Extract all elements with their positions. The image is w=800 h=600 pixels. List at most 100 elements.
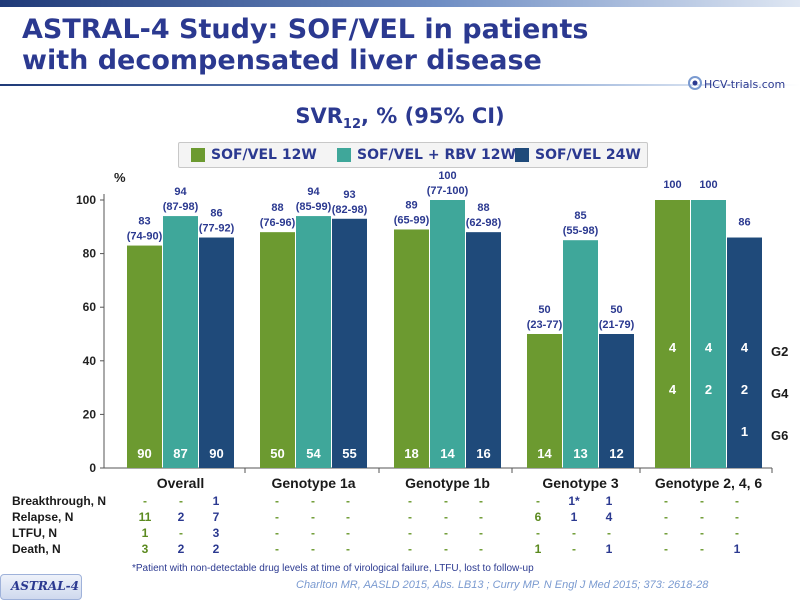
genotype-row-label: G6: [771, 428, 788, 443]
bar-n-label: 14: [440, 446, 455, 461]
bar-ci-label: (74-90): [127, 231, 163, 243]
footnote: *Patient with non-detectable drug levels…: [132, 563, 534, 574]
bar: [466, 232, 501, 468]
genotype-count-label: 4: [669, 382, 677, 397]
outcome-cell: 11: [139, 510, 152, 524]
bar-n-label: 12: [609, 446, 623, 461]
bar-n-label: 50: [270, 446, 284, 461]
bar: [199, 237, 234, 468]
category-label: Genotype 1a: [271, 475, 355, 491]
legend-item-sof-vel-12w: SOF/VEL 12W: [191, 146, 317, 164]
bar-value-label: 83: [138, 216, 150, 228]
outcome-cell: -: [346, 526, 350, 540]
outcome-cell: 1*: [568, 494, 580, 508]
bar-value-label: 86: [738, 217, 750, 229]
outcome-cell: 1: [142, 526, 149, 540]
outcome-cell: -: [444, 510, 448, 524]
outcome-cell: -: [275, 526, 279, 540]
chart-title-subscript: 12: [342, 117, 361, 133]
bar-value-label: 94: [174, 186, 187, 198]
bar-n-label: 18: [404, 446, 418, 461]
legend-label: SOF/VEL 12W: [211, 147, 317, 163]
category-label: Genotype 1b: [405, 475, 490, 491]
category-label: Genotype 3: [542, 475, 618, 491]
title-line-2: with decompensated liver disease: [22, 45, 542, 76]
bar-n-label: 87: [173, 446, 187, 461]
outcome-cell: 3: [142, 542, 149, 556]
legend-swatch: [191, 148, 205, 162]
outcome-cell: -: [408, 510, 412, 524]
bar: [655, 200, 690, 468]
bar-value-label: 88: [271, 202, 283, 214]
bar-ci-label: (82-98): [332, 204, 368, 216]
genotype-row-label: G4: [771, 386, 789, 401]
legend-item-sof-vel-rbv-12w: SOF/VEL + RBV 12W: [337, 146, 516, 164]
bar-value-label: 88: [477, 202, 489, 214]
outcome-cell: -: [346, 542, 350, 556]
outcome-cell: 6: [535, 510, 542, 524]
outcome-cell: -: [664, 494, 668, 508]
top-accent-bar: [0, 0, 800, 7]
bar-n-label: 54: [306, 446, 321, 461]
outcome-cell: 2: [213, 542, 220, 556]
outcome-cell: -: [479, 526, 483, 540]
outcome-row-label: Relapse, N: [12, 510, 73, 524]
outcome-cell: -: [664, 542, 668, 556]
chart-title: SVR12, % (95% CI): [0, 104, 800, 132]
bar-ci-label: (87-98): [163, 201, 199, 213]
outcome-cell: 1: [734, 542, 741, 556]
genotype-count-label: 4: [705, 340, 713, 355]
outcome-cell: 1: [213, 494, 220, 508]
bar: [296, 216, 331, 468]
bar-value-label: 93: [343, 189, 355, 201]
outcome-cell: -: [444, 494, 448, 508]
bar-value-label: 100: [438, 170, 456, 182]
outcome-cell: -: [179, 494, 183, 508]
bar: [599, 334, 634, 468]
outcome-cell: -: [346, 494, 350, 508]
bar-n-label: 55: [342, 446, 356, 461]
legend-swatch: [337, 148, 351, 162]
outcome-cell: -: [275, 510, 279, 524]
genotype-row-label: G2: [771, 344, 788, 359]
legend-label: SOF/VEL 24W: [535, 147, 641, 163]
bar-ci-label: (23-77): [527, 319, 563, 331]
title-divider: [0, 84, 800, 86]
outcome-cell: -: [311, 510, 315, 524]
bar-value-label: 86: [210, 208, 222, 220]
legend-swatch: [515, 148, 529, 162]
outcome-cell: -: [479, 542, 483, 556]
bar: [727, 237, 762, 468]
outcome-cell: -: [700, 510, 704, 524]
outcome-row-label: LTFU, N: [12, 526, 57, 540]
bar-n-label: 14: [537, 446, 552, 461]
bar: [394, 229, 429, 468]
outcome-cell: 3: [213, 526, 220, 540]
outcome-cell: -: [479, 510, 483, 524]
bar: [527, 334, 562, 468]
outcome-cell: -: [275, 542, 279, 556]
bar-value-label: 100: [663, 179, 681, 191]
bar-ci-label: (77-92): [199, 223, 235, 235]
title-line-1: ASTRAL-4 Study: SOF/VEL in patients: [22, 14, 589, 45]
bar-ci-label: (85-99): [296, 201, 332, 213]
outcome-cell: -: [735, 526, 739, 540]
y-tick-label: 40: [83, 354, 97, 368]
outcome-cell: -: [607, 526, 611, 540]
y-tick-label: 80: [83, 247, 97, 261]
bar-value-label: 94: [307, 186, 320, 198]
outcome-cell: -: [700, 542, 704, 556]
outcome-cell: 7: [213, 510, 220, 524]
slide-title: ASTRAL-4 Study: SOF/VEL in patients with…: [22, 14, 642, 76]
outcome-cell: 1: [571, 510, 578, 524]
bar-value-label: 85: [574, 210, 586, 222]
outcome-cell: -: [408, 526, 412, 540]
outcome-cell: -: [311, 494, 315, 508]
outcome-cell: 1: [606, 494, 613, 508]
bar: [563, 240, 598, 468]
bar-ci-label: (65-99): [394, 214, 430, 226]
bar-value-label: 50: [610, 304, 622, 316]
genotype-count-label: 2: [705, 382, 712, 397]
outcome-cell: -: [572, 542, 576, 556]
